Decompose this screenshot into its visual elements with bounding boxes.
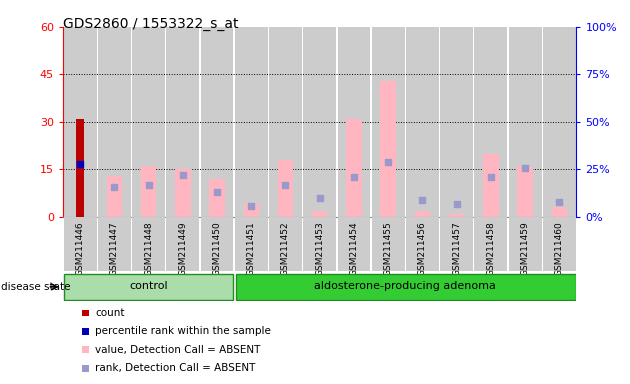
FancyBboxPatch shape	[236, 274, 576, 300]
Bar	[508, 27, 542, 217]
Bar	[132, 217, 165, 271]
Bar	[64, 27, 96, 217]
Bar	[269, 217, 302, 271]
Bar	[235, 27, 268, 217]
Bar	[200, 27, 234, 217]
Bar	[209, 179, 225, 217]
Bar	[406, 217, 439, 271]
Point	[212, 189, 222, 195]
Text: GSM211452: GSM211452	[281, 221, 290, 276]
Text: GSM211448: GSM211448	[144, 221, 153, 276]
Text: GSM211450: GSM211450	[212, 221, 222, 276]
Point	[452, 200, 462, 207]
Text: control: control	[129, 281, 168, 291]
Text: GDS2860 / 1553322_s_at: GDS2860 / 1553322_s_at	[63, 17, 239, 31]
Text: GSM211446: GSM211446	[76, 221, 84, 276]
Point	[486, 174, 496, 180]
Bar	[381, 81, 396, 217]
Bar	[338, 217, 370, 271]
Bar	[278, 160, 293, 217]
Bar	[76, 119, 84, 217]
Bar	[440, 217, 473, 271]
Text: aldosterone-producing adenoma: aldosterone-producing adenoma	[314, 281, 496, 291]
Point	[383, 159, 393, 165]
Text: GSM211449: GSM211449	[178, 221, 187, 276]
Point	[417, 197, 427, 203]
Point	[520, 164, 530, 170]
Point	[178, 172, 188, 178]
Text: percentile rank within the sample: percentile rank within the sample	[95, 326, 271, 336]
FancyBboxPatch shape	[64, 274, 232, 300]
Bar	[483, 154, 498, 217]
Bar	[338, 27, 370, 217]
Point	[144, 182, 154, 188]
Bar	[235, 217, 268, 271]
Bar	[244, 204, 259, 217]
Point	[75, 161, 85, 167]
Text: value, Detection Call = ABSENT: value, Detection Call = ABSENT	[95, 345, 260, 355]
Bar	[552, 207, 567, 217]
Bar	[98, 27, 131, 217]
Bar	[303, 27, 336, 217]
Text: GSM211453: GSM211453	[315, 221, 324, 276]
Text: disease state: disease state	[1, 282, 71, 292]
Bar	[543, 217, 576, 271]
Bar	[141, 166, 156, 217]
Bar	[166, 217, 199, 271]
Bar	[415, 211, 430, 217]
Text: GSM211457: GSM211457	[452, 221, 461, 276]
Bar	[372, 217, 404, 271]
Bar	[474, 27, 507, 217]
Bar	[200, 217, 234, 271]
Bar	[346, 119, 362, 217]
Bar	[132, 27, 165, 217]
Point	[314, 195, 325, 201]
Bar	[517, 166, 533, 217]
Bar	[372, 27, 404, 217]
Point	[246, 202, 256, 209]
Bar	[449, 214, 464, 217]
Text: rank, Detection Call = ABSENT: rank, Detection Call = ABSENT	[95, 363, 255, 373]
Text: GSM211458: GSM211458	[486, 221, 495, 276]
Bar	[406, 27, 439, 217]
Point	[554, 199, 564, 205]
Bar	[98, 217, 131, 271]
Bar	[508, 217, 542, 271]
Bar	[166, 27, 199, 217]
Text: GSM211447: GSM211447	[110, 221, 119, 276]
Point	[349, 174, 359, 180]
Bar	[312, 211, 328, 217]
Point	[110, 184, 120, 190]
Point	[280, 182, 290, 188]
Text: count: count	[95, 308, 125, 318]
Text: GSM211455: GSM211455	[384, 221, 392, 276]
Bar	[175, 169, 190, 217]
Bar	[106, 176, 122, 217]
Bar	[474, 217, 507, 271]
Bar	[269, 27, 302, 217]
Bar	[440, 27, 473, 217]
Text: GSM211459: GSM211459	[520, 221, 530, 276]
Bar	[543, 27, 576, 217]
Text: GSM211460: GSM211460	[555, 221, 564, 276]
Text: GSM211456: GSM211456	[418, 221, 427, 276]
Text: GSM211454: GSM211454	[350, 221, 358, 276]
Bar	[303, 217, 336, 271]
Text: GSM211451: GSM211451	[247, 221, 256, 276]
Bar	[64, 217, 96, 271]
